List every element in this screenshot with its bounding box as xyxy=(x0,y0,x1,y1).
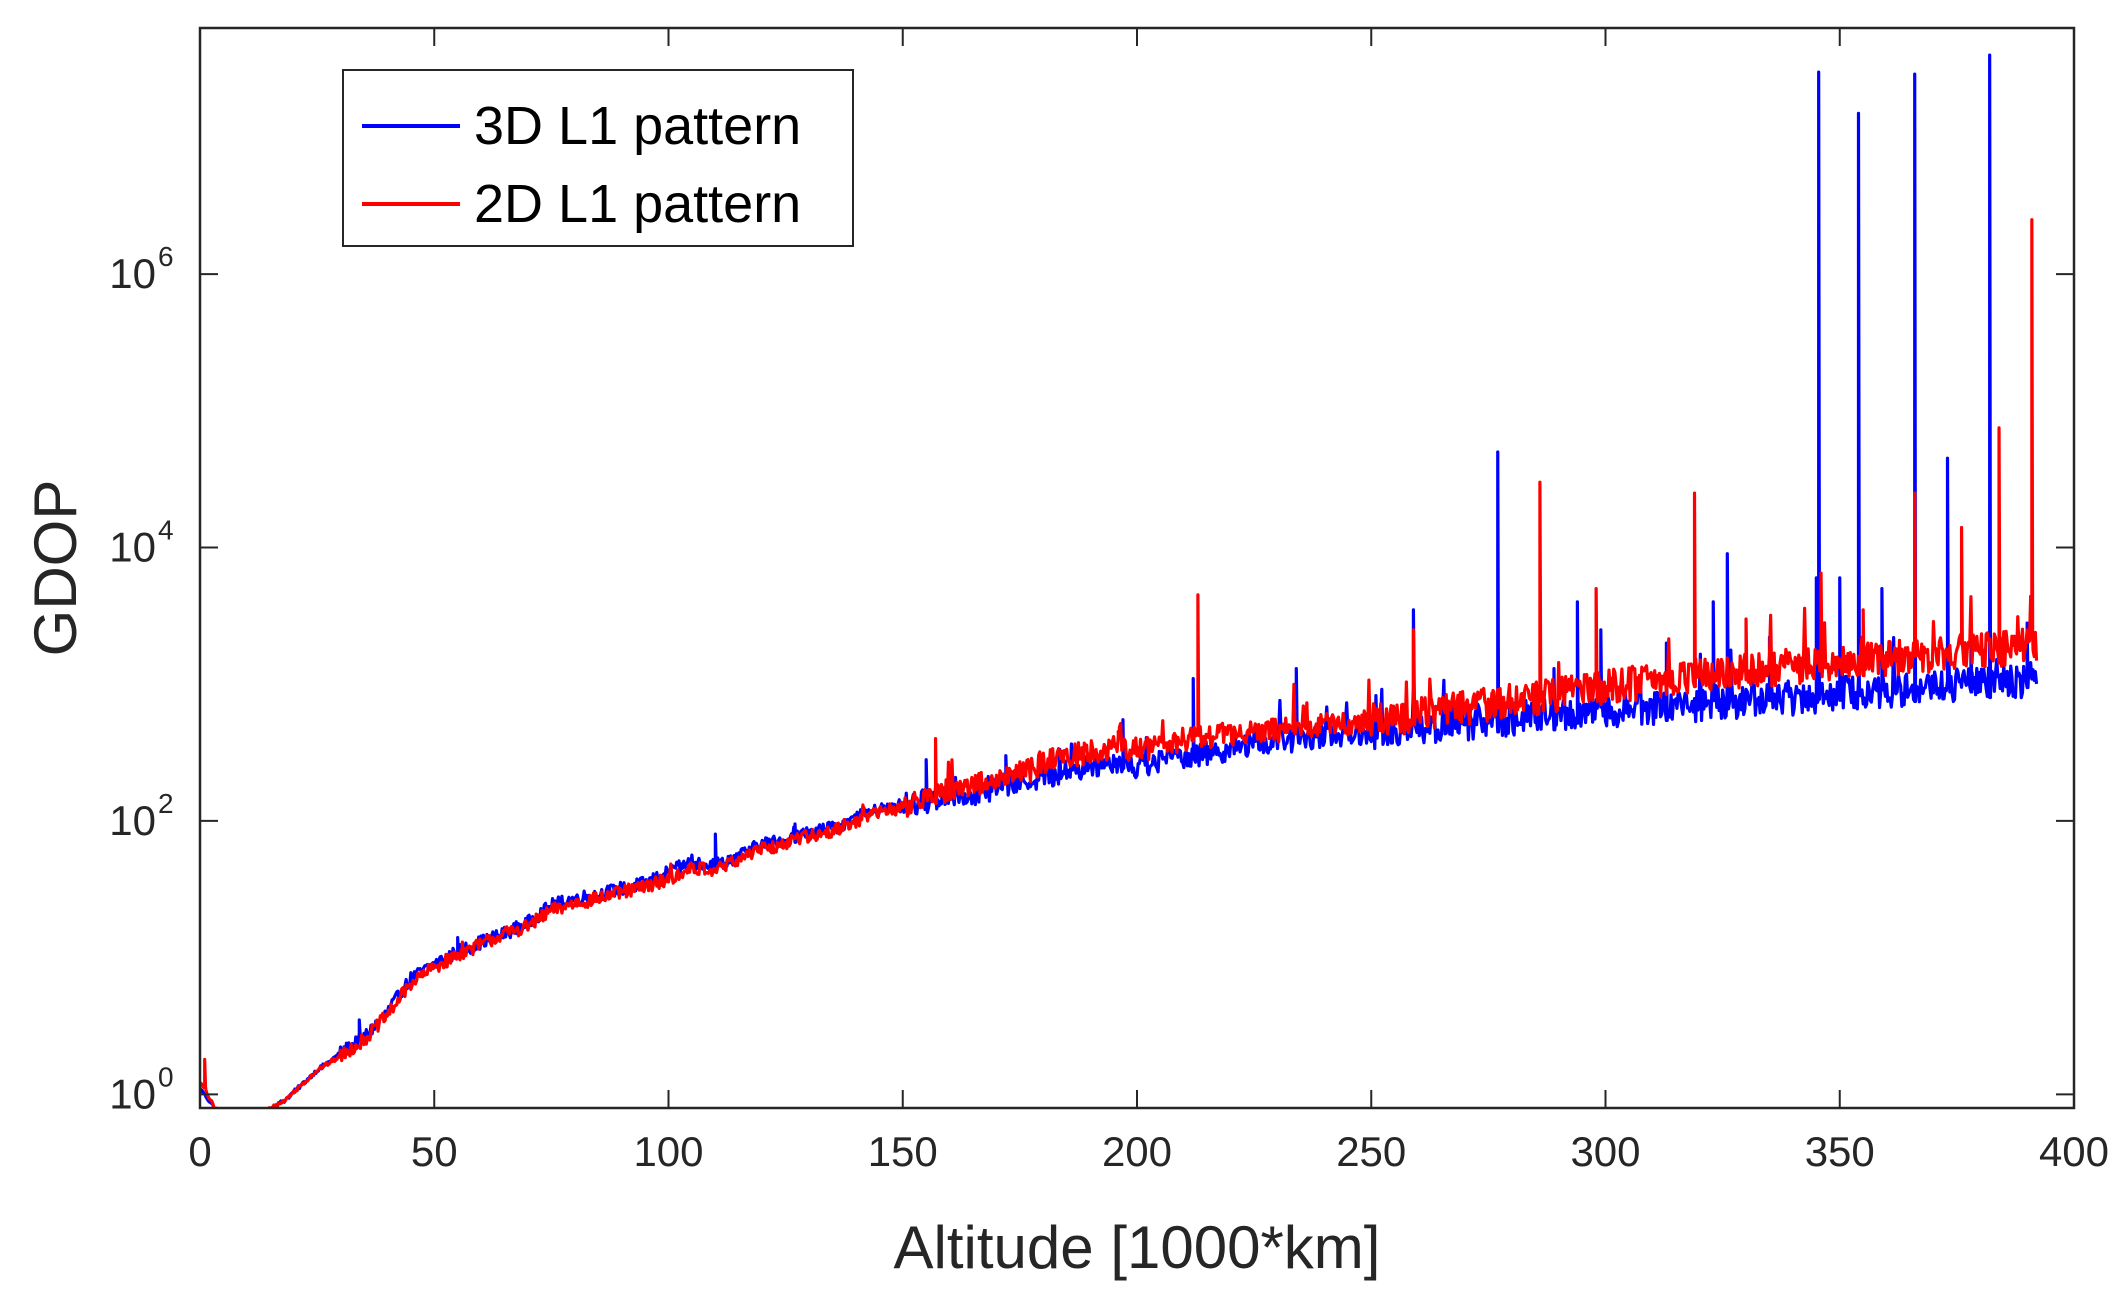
y-tick-label-base: 10 xyxy=(109,250,156,297)
y-tick-label-base: 10 xyxy=(109,523,156,570)
legend-box xyxy=(342,69,854,247)
y-axis-label: GDOP xyxy=(22,480,89,657)
x-tick-label: 150 xyxy=(868,1128,938,1175)
y-tick-label-exponent: 4 xyxy=(158,514,174,545)
y-tick-label: 10 2 xyxy=(109,788,173,844)
y-tick-label-exponent: 2 xyxy=(158,788,174,819)
x-tick-label: 0 xyxy=(188,1128,211,1175)
x-axis-ticks: 0 50 100 150 200 250 300 350 400 xyxy=(188,28,2109,1175)
x-tick-label: 300 xyxy=(1570,1128,1640,1175)
y-tick-label: 10 4 xyxy=(109,514,173,570)
legend: 3D L1 pattern 2D L1 pattern xyxy=(342,69,854,247)
y-tick-label: 10 0 xyxy=(109,1061,173,1117)
x-tick-label: 250 xyxy=(1336,1128,1406,1175)
y-tick-label-exponent: 6 xyxy=(158,241,174,272)
x-tick-label: 350 xyxy=(1805,1128,1875,1175)
legend-label-3d: 3D L1 pattern xyxy=(474,96,801,156)
x-tick-label: 100 xyxy=(633,1128,703,1175)
legend-label-2d: 2D L1 pattern xyxy=(474,174,801,234)
series-line-2d-l1-pattern xyxy=(200,218,2039,1108)
x-tick-label: 400 xyxy=(2039,1128,2109,1175)
y-tick-label: 10 6 xyxy=(109,241,173,297)
x-tick-label: 50 xyxy=(411,1128,458,1175)
y-tick-label-base: 10 xyxy=(109,797,156,844)
x-tick-label: 200 xyxy=(1102,1128,1172,1175)
y-tick-label-exponent: 0 xyxy=(158,1061,174,1092)
x-axis-label: Altitude [1000*km] xyxy=(894,1214,1381,1281)
series-layer xyxy=(200,53,2039,1108)
y-tick-label-base: 10 xyxy=(109,1070,156,1117)
